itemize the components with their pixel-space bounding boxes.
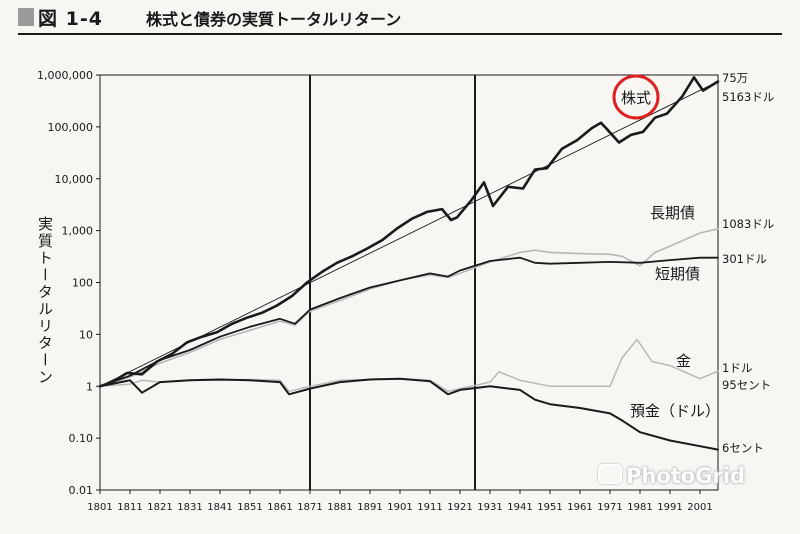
series-end-label: 6セント <box>722 441 764 455</box>
series-line <box>99 338 719 393</box>
x-tick-label: 1821 <box>147 502 172 513</box>
series-end-label: 95セント <box>722 378 771 392</box>
photogrid-watermark: PhotoGrid <box>598 464 745 488</box>
x-tick-label: 1981 <box>627 502 652 513</box>
y-tick-label: 10,000 <box>55 173 94 186</box>
camera-icon <box>598 464 622 484</box>
x-tick-label: 1961 <box>567 502 592 513</box>
header-rule <box>18 33 782 35</box>
highlight-circle <box>612 74 660 120</box>
series-end-label: 5163ドル <box>722 90 774 104</box>
series-line <box>99 228 719 388</box>
x-tick-label: 1811 <box>117 502 142 513</box>
y-tick-label: 0.01 <box>69 484 94 497</box>
x-tick-label: 1831 <box>177 502 202 513</box>
series-end-label: 1083ドル <box>722 217 774 231</box>
y-tick-label: 0.10 <box>69 432 94 445</box>
series-name-label: 短期債 <box>655 265 700 283</box>
x-tick-label: 1971 <box>597 502 622 513</box>
figure-header: 図 1-4 株式と債券の実質トータルリターン <box>0 0 800 40</box>
x-tick-label: 1891 <box>357 502 382 513</box>
x-tick-label: 1801 <box>87 502 112 513</box>
figure-number: 図 1-4 <box>38 8 103 30</box>
y-tick-label: 1,000 <box>62 225 94 238</box>
x-tick-label: 1861 <box>267 502 292 513</box>
x-tick-label: 1921 <box>447 502 472 513</box>
x-tick-label: 1941 <box>507 502 532 513</box>
x-tick-label: 1841 <box>207 502 232 513</box>
x-tick-label: 1931 <box>477 502 502 513</box>
y-tick-label: 1 <box>86 380 93 393</box>
y-tick-label: 100 <box>72 277 93 290</box>
figure-title: 株式と債券の実質トータルリターン <box>146 10 402 29</box>
x-tick-label: 2001 <box>687 502 712 513</box>
watermark-text: PhotoGrid <box>626 464 746 488</box>
series-line <box>98 76 720 388</box>
series-end-label: 75万 <box>722 71 748 85</box>
y-tick-label: 100,000 <box>48 121 94 134</box>
series-line <box>99 377 719 451</box>
x-tick-label: 1871 <box>297 502 322 513</box>
series-line <box>99 256 719 388</box>
x-tick-label: 1991 <box>657 502 682 513</box>
circled-series-label: 株式 <box>621 89 651 107</box>
x-tick-label: 1851 <box>237 502 262 513</box>
series-name-label: 金 <box>676 352 691 370</box>
x-tick-label: 1901 <box>387 502 412 513</box>
y-axis-title: 実質トータルリターン <box>36 216 54 386</box>
series-name-label: 預金（ドル） <box>630 402 720 420</box>
x-tick-label: 1951 <box>537 502 562 513</box>
y-tick-label: 10 <box>79 328 93 341</box>
figure-marker <box>18 8 34 26</box>
x-tick-label: 1911 <box>417 502 442 513</box>
series-end-label: 1ドル <box>722 361 752 375</box>
series-name-label: 長期債 <box>650 204 695 222</box>
x-tick-label: 1881 <box>327 502 352 513</box>
y-tick-label: 1,000,000 <box>37 69 93 82</box>
series-end-label: 301ドル <box>722 252 767 266</box>
